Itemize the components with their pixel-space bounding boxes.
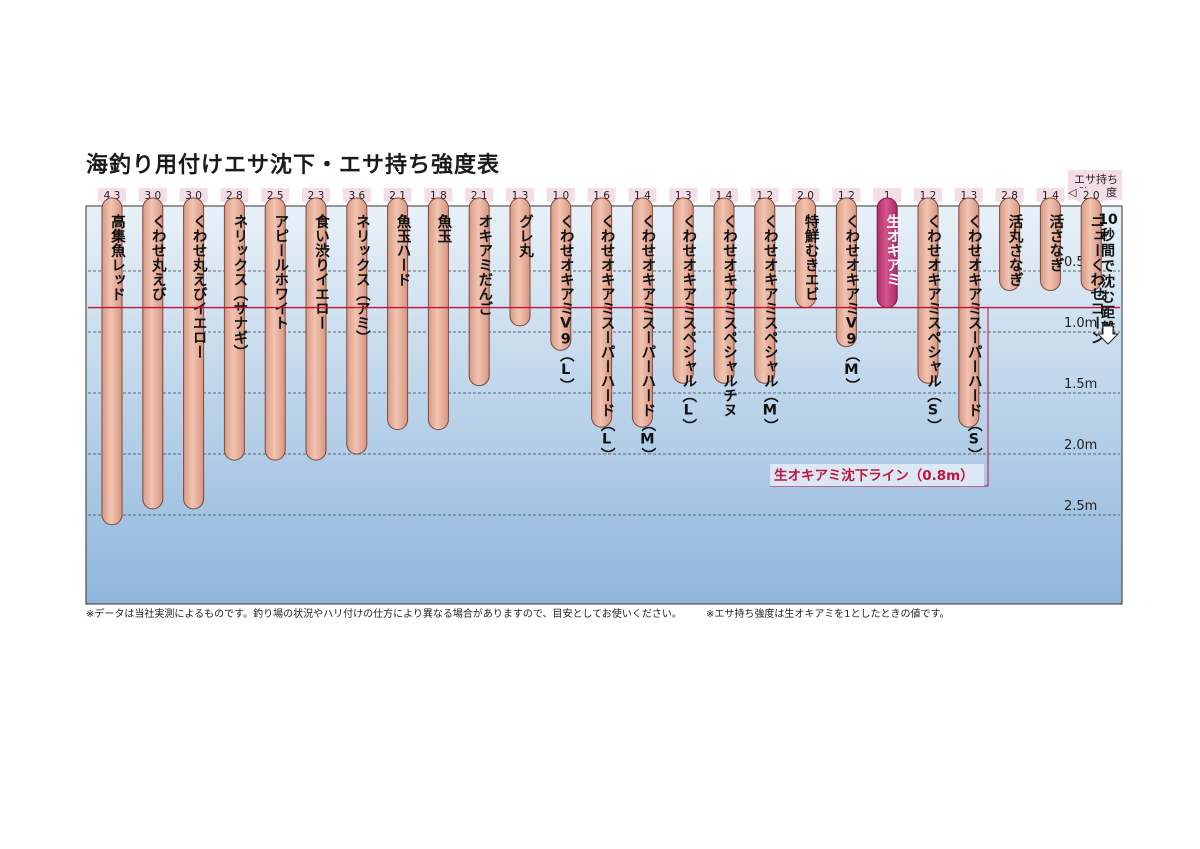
depth-tick-label: 1.0m bbox=[1064, 316, 1097, 331]
bar bbox=[427, 197, 449, 431]
strength-badge bbox=[954, 188, 983, 202]
bar bbox=[468, 197, 490, 387]
bar-label: くわせオキアミスペシャル（L） bbox=[680, 214, 697, 433]
header-degree: 度 bbox=[1106, 185, 1117, 199]
bar bbox=[672, 197, 694, 384]
bar-label: くわせオキアミV9（M） bbox=[843, 214, 860, 393]
y-axis-title-char: 間 bbox=[1101, 244, 1115, 260]
bar-label: アピールホワイト bbox=[272, 214, 288, 330]
bar bbox=[713, 197, 735, 384]
bar-label: くわせオキアミスーパーハード（L） bbox=[599, 214, 616, 462]
bar-label: 食い渋りイエロー bbox=[313, 213, 329, 330]
y-axis-title: 10秒間で沈む距離 bbox=[1096, 212, 1120, 345]
bar bbox=[1039, 197, 1061, 292]
strength-badge bbox=[465, 188, 494, 202]
bar bbox=[101, 197, 123, 526]
bar bbox=[223, 197, 245, 461]
y-axis-title-char: む bbox=[1101, 290, 1115, 306]
bar bbox=[1080, 197, 1102, 292]
bar-label: 高集魚レッド bbox=[109, 213, 126, 301]
depth-tick-label: 2.0m bbox=[1064, 438, 1097, 453]
strength-badge bbox=[587, 188, 616, 202]
bar bbox=[305, 197, 327, 461]
bar bbox=[142, 197, 164, 510]
reference-label: 生オキアミ沈下ライン（0.8m） bbox=[774, 467, 974, 484]
strength-badge bbox=[179, 188, 208, 202]
bar-label: くわせオキアミスーパーハード（S） bbox=[966, 214, 983, 462]
strength-values: 4.3 3.0 3.0 2.8 2.5 2.3 3.6 2.1 1.8 2.1 1.3 1.0 1.6 1… bbox=[98, 188, 1106, 202]
bars: 高集魚レッド くわせ丸えび くわせ丸えびイエロー ネリックス（サナギ） アピールホワイト… bbox=[101, 197, 1104, 526]
bar-label: くわせオキアミスーパーハード（M） bbox=[639, 214, 656, 462]
strength-badge bbox=[669, 188, 698, 202]
header-left-arrow: ◁ bbox=[1068, 186, 1077, 199]
bar-label: くわせオキアミスペシャルチヌ bbox=[721, 214, 737, 417]
bar-label: ニューくわせコーン bbox=[1088, 214, 1104, 345]
bar-label: くわせオキアミV9（L） bbox=[558, 214, 575, 393]
bar bbox=[917, 197, 939, 384]
strength-badge bbox=[506, 188, 534, 202]
y-axis-title-char: 沈 bbox=[1101, 274, 1115, 291]
strength-value: 1 bbox=[884, 190, 891, 202]
reference-label-bg bbox=[770, 464, 984, 486]
bar bbox=[387, 197, 409, 431]
strength-badge bbox=[750, 188, 779, 202]
strength-badge bbox=[1077, 188, 1106, 202]
y-axis-title-char: で bbox=[1101, 259, 1115, 275]
bar-label: ネリックス（アミ） bbox=[354, 214, 371, 345]
strength-badge bbox=[1036, 188, 1065, 202]
bar bbox=[550, 197, 572, 351]
bar-label: 魚玉ハード bbox=[395, 213, 411, 287]
y-axis-title-char: 10 bbox=[1098, 212, 1118, 228]
strength-badge bbox=[424, 188, 453, 202]
bar-label: くわせオキアミスペシャル（M） bbox=[762, 214, 779, 433]
strength-badge bbox=[628, 188, 657, 202]
bar bbox=[999, 197, 1021, 292]
bar bbox=[346, 197, 368, 455]
strength-badge bbox=[914, 188, 942, 202]
strength-badge bbox=[383, 188, 412, 202]
bar-label: くわせオキアミスペシャル（S） bbox=[925, 214, 942, 433]
bar bbox=[754, 197, 776, 384]
bar-label: 活丸さなぎ bbox=[1007, 213, 1024, 287]
chart-title: 海釣り用付けエサ沈下・エサ持ち強度表 bbox=[86, 152, 500, 178]
down-arrow-icon bbox=[1096, 325, 1120, 345]
strength-badge bbox=[832, 188, 861, 202]
bar-label: グレ丸 bbox=[517, 214, 534, 259]
bar bbox=[835, 197, 857, 348]
bar-label: 生オキアミ bbox=[884, 213, 900, 287]
y-axis-title-char: 距 bbox=[1101, 306, 1115, 322]
strength-badge bbox=[98, 188, 126, 202]
strength-badge bbox=[342, 188, 371, 202]
bar-label: 活さなぎ bbox=[1047, 213, 1063, 273]
bar bbox=[631, 197, 653, 428]
bar bbox=[509, 197, 531, 327]
footnote-data-source: ※データは当社実測によるものです。釣り場の状況やハリ付けの仕方により異なる場合が… bbox=[86, 607, 682, 620]
strength-badge bbox=[710, 188, 738, 202]
bar bbox=[591, 197, 613, 428]
depth-tick-label: 1.5m bbox=[1064, 377, 1097, 392]
bar bbox=[183, 197, 205, 510]
bar-label: くわせ丸えびイエロー bbox=[191, 214, 208, 359]
reference-line-group: 生オキアミ沈下ライン（0.8m） bbox=[88, 306, 1120, 487]
depth-tick-label: 2.5m bbox=[1064, 499, 1097, 514]
strength-badge bbox=[995, 188, 1024, 202]
header-strength-label: エサ持ち bbox=[1074, 172, 1118, 186]
bar-label: くわせ丸えび bbox=[150, 214, 167, 301]
strength-badge bbox=[261, 188, 290, 202]
strength-badge bbox=[791, 188, 820, 202]
bar-label: 特鮮むきエビ bbox=[803, 213, 819, 302]
footnote-strength-basis: ※エサ持ち強度は生オキアミを1としたときの値です。 bbox=[706, 607, 950, 620]
bar-label: ネリックス（サナギ） bbox=[231, 214, 248, 359]
strength-badge bbox=[302, 188, 330, 202]
bar-label: 魚玉 bbox=[435, 213, 451, 244]
bar-label: オキアミだんご bbox=[476, 214, 492, 316]
bar bbox=[264, 197, 286, 461]
strength-badge bbox=[873, 188, 902, 202]
bar bbox=[958, 197, 980, 428]
strength-badge bbox=[220, 188, 249, 202]
y-axis-title-char: 秒 bbox=[1101, 227, 1115, 244]
strength-badge bbox=[546, 188, 575, 202]
strength-badge bbox=[138, 188, 167, 202]
